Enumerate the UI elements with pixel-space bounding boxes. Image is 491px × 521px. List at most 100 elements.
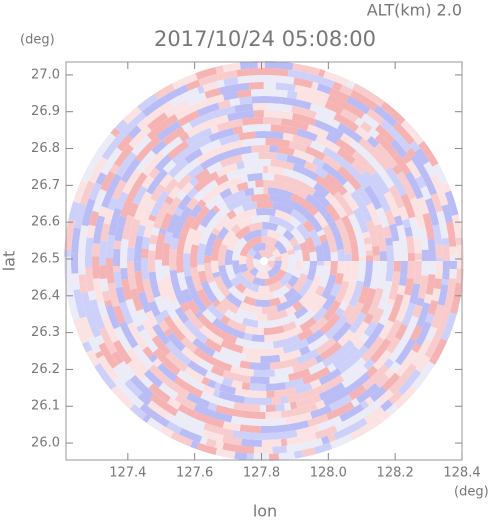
echo-cell: [149, 234, 158, 245]
echo-cell: [243, 396, 273, 406]
echo-cell: [236, 68, 250, 77]
chart-title: 2017/10/24 05:08:00: [154, 27, 376, 51]
echo-cell: [303, 160, 318, 173]
echo-cell: [406, 235, 415, 253]
echo-cell: [92, 132, 116, 163]
echo-cell: [374, 223, 387, 252]
echo-cell: [148, 271, 161, 298]
echo-cell: [204, 262, 215, 284]
echo-cell: [213, 359, 233, 372]
echo-cell: [242, 287, 258, 300]
echo-cell: [317, 415, 343, 432]
echo-cell: [251, 215, 261, 224]
echo-cell: [222, 62, 241, 73]
echo-cell: [79, 283, 88, 294]
echo-cell: [293, 309, 316, 328]
echo-cell: [180, 346, 202, 365]
echo-cell: [433, 308, 451, 340]
echo-cell: [366, 108, 385, 125]
echo-cell: [280, 118, 310, 131]
echo-cell: [367, 287, 384, 316]
echo-cell: [392, 164, 403, 175]
echo-cell: [329, 261, 338, 276]
echo-cell: [325, 203, 341, 222]
echo-cell: [365, 396, 375, 406]
echo-cell: [334, 218, 347, 232]
echo-cell: [264, 332, 287, 342]
echo-cell: [420, 240, 429, 251]
echo-cell: [276, 301, 291, 313]
echo-cell: [141, 376, 154, 389]
echo-cell: [394, 323, 408, 341]
echo-cell: [455, 237, 464, 246]
echo-cell: [309, 103, 327, 115]
echo-cell: [143, 335, 159, 353]
echo-cell: [178, 427, 203, 443]
echo-cell: [295, 261, 303, 271]
echo-cell: [404, 278, 414, 296]
echo-cell: [322, 385, 353, 407]
echo-cell: [442, 245, 450, 261]
echo-cell: [99, 327, 118, 355]
echo-cell: [285, 282, 293, 291]
echo-cell: [257, 285, 270, 294]
echo-cell: [222, 435, 242, 446]
echo-cell: [337, 329, 355, 347]
echo-cell: [145, 310, 159, 328]
echo-cell: [349, 424, 371, 441]
echo-cell: [241, 201, 258, 212]
echo-cell: [142, 278, 155, 303]
echo-cell: [310, 379, 322, 390]
echo-cell: [396, 224, 407, 244]
echo-cell: [414, 253, 422, 261]
echo-cell: [135, 135, 162, 163]
y-tick-label: 26.4: [31, 288, 60, 303]
echo-cell: [212, 317, 235, 336]
echo-cell: [94, 334, 105, 346]
echo-cell: [315, 244, 324, 261]
echo-cell: [388, 371, 411, 395]
echo-cell: [306, 267, 317, 282]
echo-cell: [433, 278, 443, 290]
echo-cell: [418, 275, 429, 294]
echo-cell: [207, 402, 218, 412]
echo-cell: [125, 298, 143, 328]
echo-cell: [255, 390, 267, 399]
echo-cell: [204, 370, 224, 384]
echo-cell: [266, 261, 275, 269]
echo-cell: [254, 299, 271, 307]
echo-cell: [192, 337, 216, 357]
echo-cell: [191, 273, 200, 282]
echo-cell: [146, 168, 168, 195]
echo-cell: [267, 187, 280, 196]
echo-cell: [195, 67, 217, 80]
echo-cell: [418, 226, 428, 241]
echo-cell: [274, 255, 282, 261]
echo-cell: [150, 190, 170, 217]
echo-cell: [399, 242, 408, 256]
echo-cell: [214, 382, 222, 391]
echo-cell: [288, 253, 297, 261]
echo-cell: [232, 125, 244, 135]
echo-cell: [224, 229, 236, 242]
echo-cell: [369, 386, 387, 403]
x-tick-label: 127.6: [176, 466, 213, 481]
echo-cell: [92, 243, 100, 257]
echo-cell: [307, 413, 329, 427]
echo-cell: [425, 326, 438, 341]
echo-cell: [313, 182, 330, 198]
echo-cell: [241, 382, 251, 391]
echo-cell: [365, 255, 374, 261]
echo-cell: [340, 108, 359, 124]
echo-cell: [156, 280, 169, 299]
echo-cell: [324, 192, 348, 219]
echo-cell: [360, 285, 370, 298]
echo-cell: [229, 184, 239, 195]
echo-cell: [78, 274, 87, 284]
echo-cell: [390, 139, 408, 159]
echo-cell: [292, 243, 302, 252]
echo-cell: [380, 399, 393, 412]
echo-cell: [113, 326, 133, 353]
echo-cell: [181, 214, 196, 234]
echo-cell: [163, 275, 178, 303]
